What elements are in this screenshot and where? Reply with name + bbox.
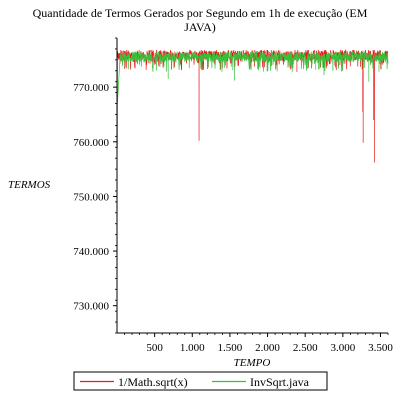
chart-title-line-1: Quantidade de Termos Gerados por Segundo… xyxy=(33,6,368,20)
x-axis-label: TEMPO xyxy=(234,357,271,369)
legend: 1/Math.sqrt(x) InvSqrt.java xyxy=(73,371,328,391)
legend-label-math-sqrt: 1/Math.sqrt(x) xyxy=(118,375,188,389)
x-tick-label: 3.000 xyxy=(330,342,355,354)
x-tick-label: 1.000 xyxy=(180,342,205,354)
x-tick-label: 2.000 xyxy=(255,342,280,354)
axes xyxy=(116,38,388,334)
series-line-invsqrt xyxy=(116,51,389,148)
x-tick-label: 2.500 xyxy=(293,342,318,354)
y-tick-label: 750.000 xyxy=(73,191,109,203)
plot-area xyxy=(116,49,389,163)
y-tick-label: 740.000 xyxy=(73,246,109,258)
x-tick-label: 1.500 xyxy=(218,342,243,354)
x-tick-label: 500 xyxy=(146,342,163,354)
chart-title-line-2: JAVA) xyxy=(184,20,216,34)
legend-box xyxy=(73,371,328,391)
y-axis-ticks: 730.000 740.000 750.000 760.000 770.000 xyxy=(73,37,117,334)
x-axis-ticks: 500 1.000 1.500 2.000 2.500 3.000 3.500 xyxy=(124,333,393,354)
y-tick-label: 760.000 xyxy=(73,137,109,149)
chart-title: Quantidade de Termos Gerados por Segundo… xyxy=(33,6,368,34)
y-tick-label: 730.000 xyxy=(73,301,109,313)
legend-label-invsqrt: InvSqrt.java xyxy=(250,375,310,389)
y-axis-label: TERMOS xyxy=(8,179,51,191)
x-tick-label: 3.500 xyxy=(368,342,393,354)
series-line-math-sqrt xyxy=(116,49,389,163)
y-tick-label: 770.000 xyxy=(73,82,109,94)
